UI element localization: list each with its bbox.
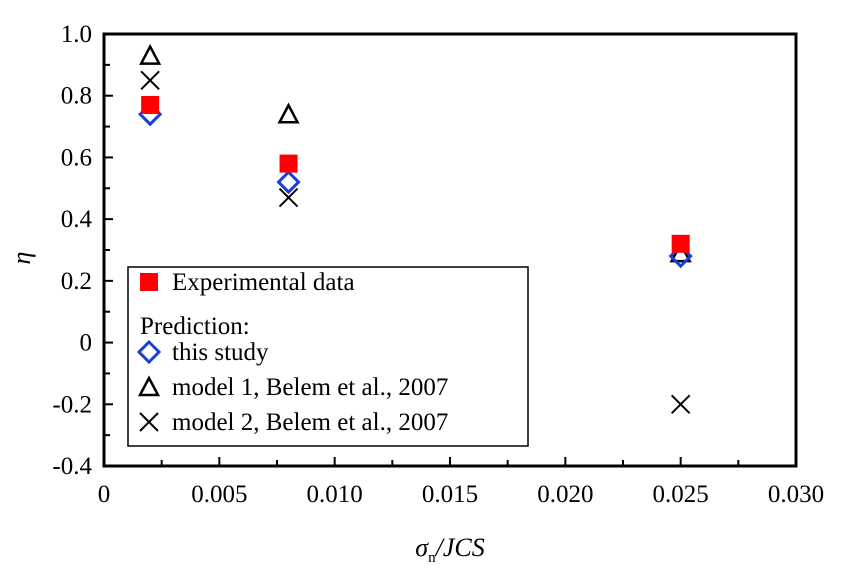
y-tick-label: -0.2 [52, 391, 92, 418]
data-point-filled-square [141, 95, 160, 114]
y-tick-label: 0.6 [61, 144, 92, 171]
y-tick-label: 0.8 [61, 83, 92, 110]
legend-marker-open-diamond [136, 339, 162, 365]
y-tick-label: -0.4 [52, 453, 92, 480]
data-point-filled-square [279, 154, 298, 173]
legend-marker-filled-square [140, 273, 158, 291]
x-tick-label: 0.005 [191, 481, 247, 508]
y-tick-label: 0 [80, 330, 93, 357]
data-point-cross [278, 187, 299, 208]
data-point-cross [670, 394, 691, 414]
legend-label: model 2, Belem et al., 2007 [172, 409, 448, 436]
legend-marker-cross [139, 412, 159, 432]
legend-marker-open-triangle [137, 375, 161, 397]
y-tick-label: 0.4 [61, 206, 93, 233]
y-tick-label: 0.2 [61, 268, 92, 295]
data-point-filled-square [671, 234, 690, 253]
legend-label: Experimental data [172, 269, 355, 296]
y-tick-label: 1.0 [61, 21, 92, 48]
x-tick-label: 0.010 [307, 481, 363, 508]
x-tick-label: 0.020 [537, 481, 593, 508]
x-tick-label: 0.030 [768, 481, 824, 508]
legend: Experimental data this study model 1, Bele… [127, 266, 529, 447]
x-axis-label: σn/JCS [415, 533, 484, 566]
data-point-open-triangle [277, 102, 300, 124]
x-tick-label: 0 [98, 481, 111, 508]
x-tick-label: 0.025 [653, 481, 709, 508]
y-axis-label: η [7, 252, 36, 265]
data-point-open-triangle [139, 43, 162, 65]
legend-box [127, 266, 529, 447]
legend-heading: Prediction: [140, 313, 250, 340]
legend-label: this study [172, 339, 269, 366]
x-tick-label: 0.015 [422, 481, 478, 508]
data-point-cross [140, 70, 160, 90]
legend-label: model 1, Belem et al., 2007 [172, 374, 448, 401]
data-point-open-diamond [276, 169, 301, 195]
data-point-open-diamond [668, 244, 693, 269]
